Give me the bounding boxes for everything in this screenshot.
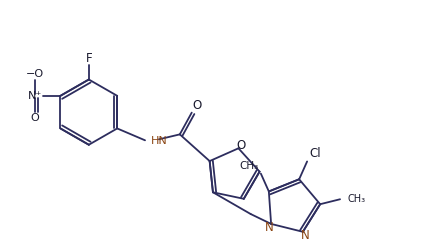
Text: O: O xyxy=(30,113,39,123)
Text: O: O xyxy=(237,139,246,152)
Text: Cl: Cl xyxy=(309,147,321,160)
Text: CH₃: CH₃ xyxy=(348,194,366,204)
Text: N⁺: N⁺ xyxy=(27,91,42,101)
Text: CH₃: CH₃ xyxy=(240,161,259,171)
Text: N: N xyxy=(300,229,309,242)
Text: HN: HN xyxy=(151,136,168,146)
Text: O: O xyxy=(192,99,201,112)
Text: −O: −O xyxy=(26,69,44,79)
Text: N: N xyxy=(265,221,274,234)
Text: F: F xyxy=(85,52,92,65)
